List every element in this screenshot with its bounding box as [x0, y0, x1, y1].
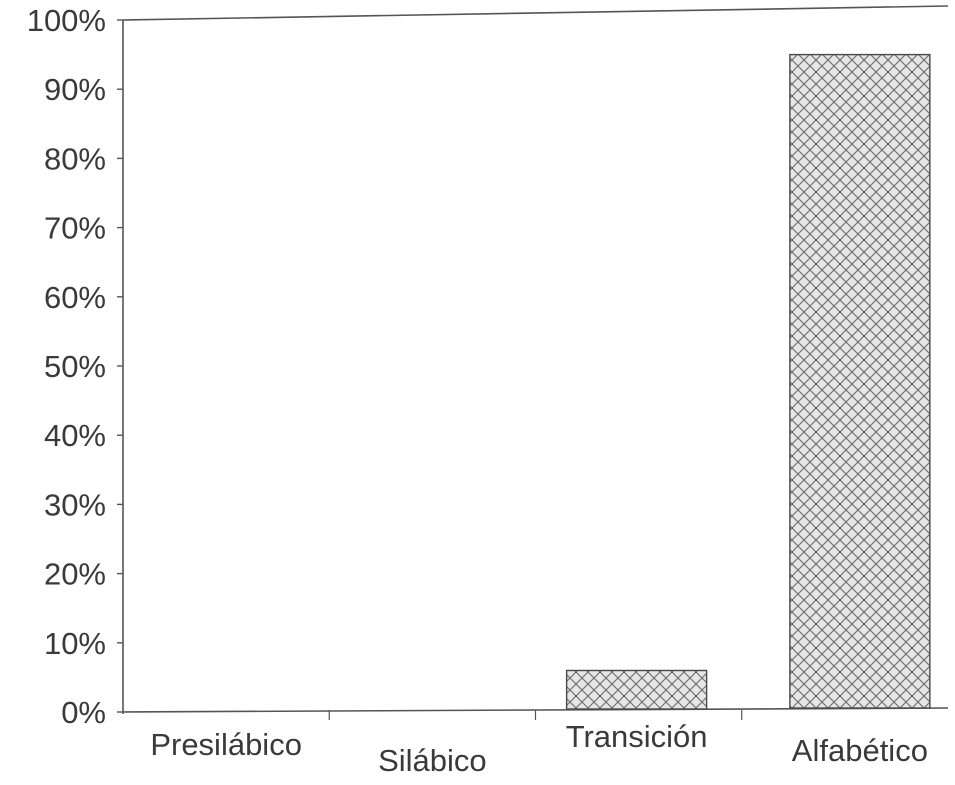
y-tick-label: 0%	[61, 695, 106, 730]
x-tick-label: Silábico	[378, 743, 487, 778]
y-tick-label: 90%	[44, 72, 106, 107]
y-axis-ticks: 0% 10% 20% 30% 40% 50% 60% 70% 80% 90% 100%	[27, 3, 123, 730]
x-tick-label: Alfabético	[792, 733, 928, 768]
y-tick-label: 30%	[44, 487, 106, 522]
y-tick-label: 40%	[44, 418, 106, 453]
y-tick-label: 20%	[44, 557, 106, 592]
y-tick-label: 10%	[44, 626, 106, 661]
bar-transición	[565, 669, 708, 710]
y-tick-label: 50%	[44, 349, 106, 384]
bar-alfabético	[789, 53, 931, 709]
x-tick-label: Presilábico	[150, 727, 302, 762]
y-tick-label: 70%	[44, 211, 106, 246]
bars	[565, 53, 931, 710]
top-border-line	[122, 5, 949, 21]
y-tick-label: 80%	[44, 141, 106, 176]
y-tick-label: 60%	[44, 280, 106, 315]
x-axis-ticks: Presilábico Silábico Transición Alfabético	[150, 710, 928, 778]
y-tick-label: 100%	[27, 3, 106, 38]
x-tick-label: Transición	[566, 719, 708, 754]
